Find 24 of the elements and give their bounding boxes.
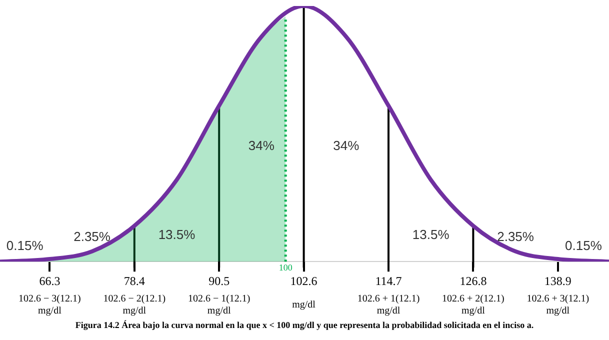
x-tick-label: 78.4 [124, 274, 145, 288]
text: 102.6 − 3(12.1) mg/dl [18, 294, 81, 317]
text: 102.6 − 1(12.1) mg/dl [188, 294, 250, 317]
ref-line-label: 100 [278, 262, 293, 272]
x-tick-label: 90.5 [208, 274, 230, 288]
x-tick-label: 126.8 [460, 274, 487, 288]
annotation: 2.35% [74, 228, 111, 244]
annotation: 13.5% [412, 227, 450, 242]
text: 102.6 − 2(12.1) mg/dl [103, 294, 166, 317]
x-tick-label: 102.6 [290, 274, 318, 288]
annotation: 2.35% [497, 228, 534, 244]
text: 102.6 + 1(12.1) mg/dl [357, 294, 420, 317]
text: Figura 14.2 Área bajo la curva normal en la que x < 100 mg/dl y que representa la probabilidad solicitada en el inciso a. [74, 320, 535, 330]
annotation: 0.15% [565, 238, 602, 253]
text: 102.6 + 3(12.1) mg/dl [526, 294, 590, 317]
annotation: 13.5% [158, 227, 196, 242]
x-tick-label: 114.7 [375, 274, 402, 288]
annotation: 34% [333, 138, 360, 154]
x-tick-label: 66.3 [39, 274, 60, 288]
annotation: 34% [248, 138, 275, 154]
x-tick-label: 138.9 [544, 274, 572, 288]
text: mg/dl [292, 300, 316, 311]
text: 102.6 + 2(12.1) mg/dl [442, 294, 504, 317]
annotation: 0.15% [6, 238, 44, 253]
